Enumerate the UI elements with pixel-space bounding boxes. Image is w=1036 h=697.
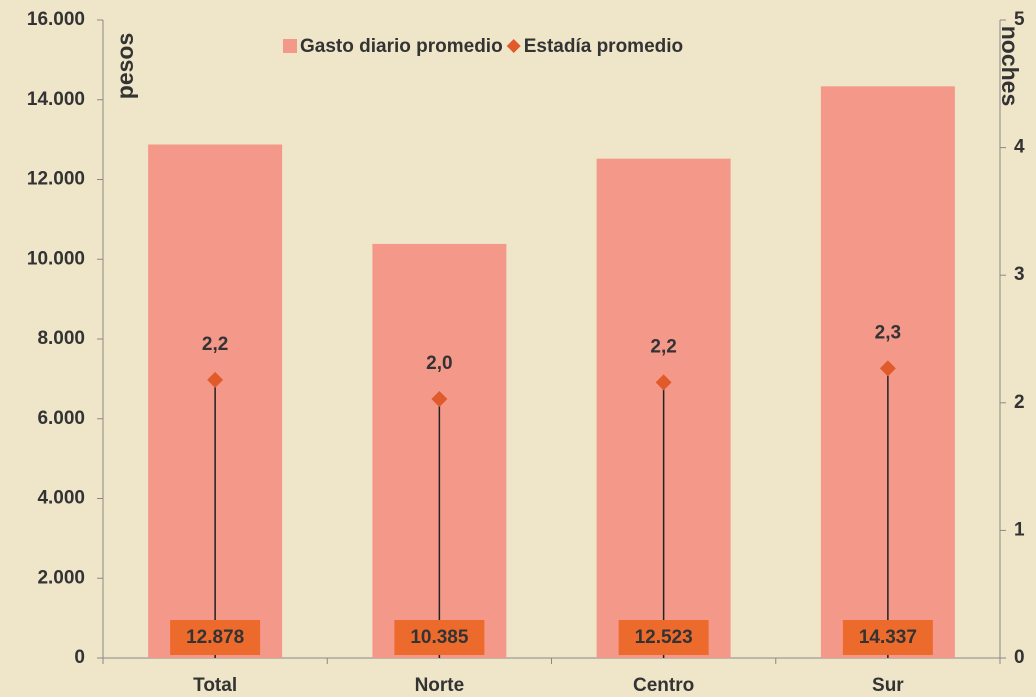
legend-label: Gasto diario promedio [300,36,503,57]
diamond-marker [207,371,224,388]
value-label: 12.878 [186,627,244,648]
x-tick-label: Sur [872,675,904,696]
value-label-box [394,620,485,655]
y-tick-label: 2.000 [37,567,85,588]
value-label: 2,0 [426,353,452,374]
y-tick-label: 4.000 [37,488,85,509]
x-tick-label: Centro [633,675,694,696]
value-label: 10.385 [410,627,469,648]
legend-marker [506,39,521,53]
legend-label: Estadía promedio [524,36,683,57]
value-label: 14.337 [859,627,917,648]
y-tick-label: 0 [74,647,85,668]
y2-axis-label: noches [997,26,1023,107]
value-label-box [170,620,261,655]
value-label-box [618,620,709,655]
x-tick-label: Total [193,675,237,696]
y-tick-label: 10.000 [27,248,85,269]
y2-tick-label: 1 [1014,519,1025,540]
value-label: 2,2 [202,334,228,355]
value-label-box [842,620,933,655]
value-label: 2,2 [650,336,676,357]
y-axis-label: pesos [112,33,138,99]
value-label: 2,3 [875,322,901,343]
legend-marker [283,39,297,53]
diamond-marker [655,374,672,391]
y2-tick-label: 4 [1014,137,1025,158]
y-tick-label: 14.000 [27,89,85,110]
diamond-marker [879,360,896,377]
diamond-marker [431,390,448,407]
y-tick-label: 6.000 [37,408,85,429]
y2-tick-label: 0 [1014,647,1025,668]
x-tick-label: Norte [415,675,465,696]
y2-tick-label: 5 [1014,9,1025,30]
y2-tick-label: 2 [1014,392,1025,413]
y-tick-label: 8.000 [37,328,85,349]
y-tick-label: 12.000 [27,169,85,190]
y2-tick-label: 3 [1014,264,1025,285]
y-tick-label: 16.000 [27,9,85,30]
value-label: 12.523 [635,627,693,648]
